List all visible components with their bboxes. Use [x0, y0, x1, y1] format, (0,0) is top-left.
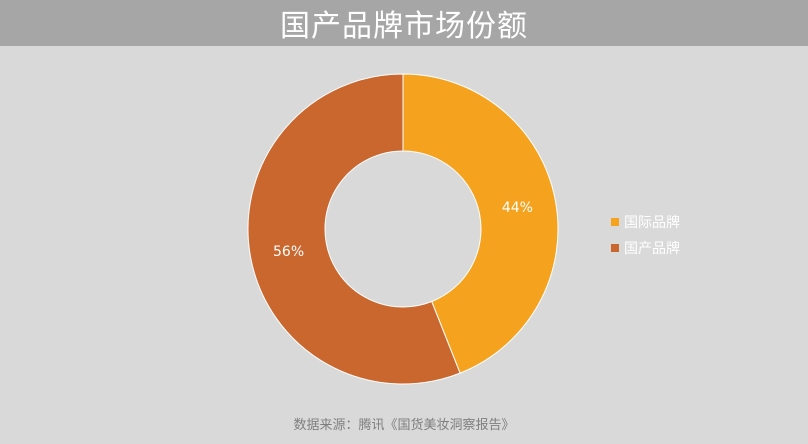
slice-国际品牌 — [402, 73, 559, 374]
data-labels: 44% 56% — [273, 200, 533, 260]
legend-label-国际品牌: 国际品牌 — [624, 214, 680, 231]
data-label-国际品牌: 44% — [502, 200, 533, 216]
donut-slices — [247, 73, 559, 385]
legend-swatch-国产品牌 — [611, 244, 619, 252]
legend-label-国产品牌: 国产品牌 — [624, 240, 680, 257]
title-bar: 国产品牌市场份额 — [0, 0, 808, 46]
data-label-国产品牌: 56% — [273, 244, 304, 260]
legend-swatch-国际品牌 — [611, 218, 619, 226]
chart-title: 国产品牌市场份额 — [280, 9, 528, 44]
slice-国产品牌 — [247, 73, 461, 385]
source-note: 数据来源：腾讯《国货美妆洞察报告》 — [293, 418, 515, 433]
